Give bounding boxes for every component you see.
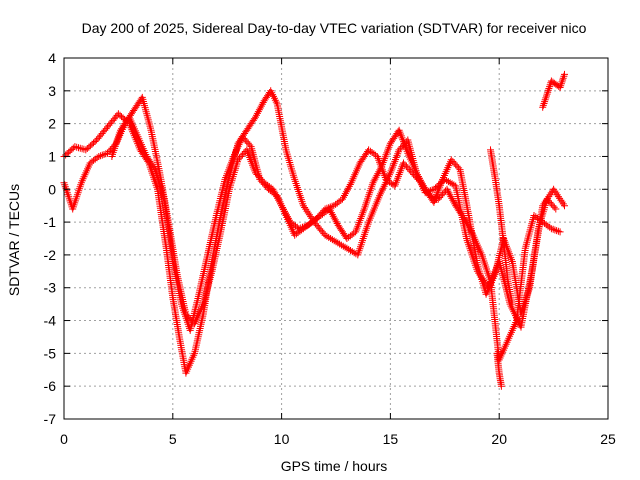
x-axis-label: GPS time / hours bbox=[281, 458, 388, 474]
data-markers bbox=[60, 70, 568, 390]
plus-marker bbox=[539, 70, 568, 111]
y-axis-label: SDTVAR / TECUs bbox=[6, 184, 22, 296]
y-tick-label: -2 bbox=[44, 247, 57, 263]
series-track-f bbox=[539, 70, 568, 111]
axis-ticks: 0 5 10 15 20 25 -7 -6 -5 -4 -3 -2 -1 0 1 2 3 4 bbox=[44, 50, 616, 447]
series-track-e bbox=[493, 349, 505, 390]
plot-frame bbox=[63, 57, 609, 420]
y-tick-label: -6 bbox=[44, 378, 57, 394]
x-tick-label: 10 bbox=[274, 431, 290, 447]
plus-marker bbox=[487, 146, 516, 308]
y-tick-label: -5 bbox=[44, 345, 57, 361]
x-tick-label: 15 bbox=[383, 431, 399, 447]
y-tick-label: -4 bbox=[44, 313, 57, 329]
series-track-c bbox=[108, 113, 560, 334]
series-track-d bbox=[487, 146, 516, 308]
y-tick-label: 0 bbox=[48, 181, 56, 197]
x-tick-label: 25 bbox=[600, 431, 616, 447]
grid-lines bbox=[64, 58, 608, 419]
chart-title: Day 200 of 2025, Sidereal Day-to-day VTE… bbox=[82, 20, 587, 36]
y-tick-label: -7 bbox=[44, 411, 57, 427]
y-tick-label: -3 bbox=[44, 280, 57, 296]
plus-marker bbox=[493, 349, 505, 390]
x-tick-label: 5 bbox=[169, 431, 177, 447]
y-tick-label: 4 bbox=[48, 50, 56, 66]
plus-marker bbox=[108, 113, 560, 334]
y-tick-label: 1 bbox=[48, 148, 56, 164]
x-tick-label: 20 bbox=[491, 431, 507, 447]
y-tick-label: -1 bbox=[44, 214, 57, 230]
y-tick-label: 3 bbox=[48, 83, 56, 99]
x-tick-label: 0 bbox=[60, 431, 68, 447]
y-tick-label: 2 bbox=[48, 116, 56, 132]
